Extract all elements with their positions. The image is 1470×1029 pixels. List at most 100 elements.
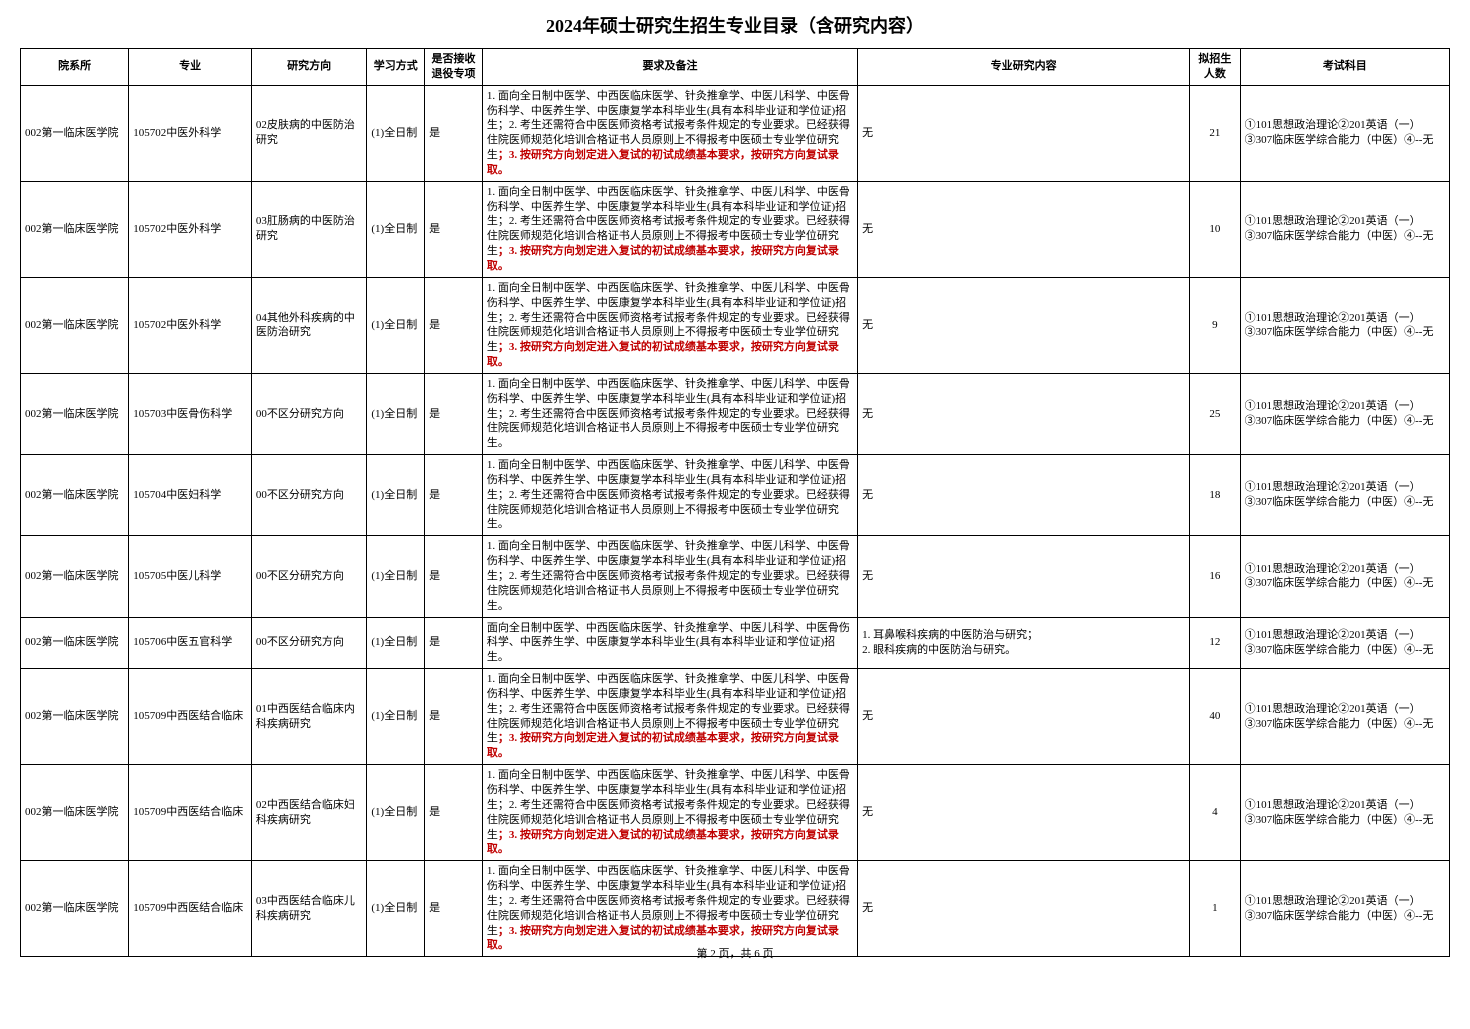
cell-direction: 00不区分研究方向 <box>251 617 366 669</box>
cell-dept: 002第一临床医学院 <box>21 536 129 617</box>
cell-req: 1. 面向全日制中医学、中西医临床医学、针灸推拿学、中医儿科学、中医骨伤科学、中… <box>482 861 857 957</box>
cell-direction: 02中西医结合临床妇科疾病研究 <box>251 765 366 861</box>
cell-exam: ①101思想政治理论②201英语（一）③307临床医学综合能力（中医）④--无 <box>1240 373 1449 454</box>
cell-req: 1. 面向全日制中医学、中西医临床医学、针灸推拿学、中医儿科学、中医骨伤科学、中… <box>482 669 857 765</box>
cell-direction: 01中西医结合临床内科疾病研究 <box>251 669 366 765</box>
table-row: 002第一临床医学院105703中医骨伤科学00不区分研究方向(1)全日制是1.… <box>21 373 1450 454</box>
page-title: 2024年硕士研究生招生专业目录（含研究内容） <box>20 12 1450 38</box>
cell-plan: 9 <box>1190 277 1241 373</box>
cell-major: 105706中医五官科学 <box>129 617 252 669</box>
cell-dept: 002第一临床医学院 <box>21 617 129 669</box>
cell-major: 105702中医外科学 <box>129 181 252 277</box>
cell-direction: 03肛肠病的中医防治研究 <box>251 181 366 277</box>
cell-major: 105702中医外科学 <box>129 277 252 373</box>
hdr-plan: 拟招生人数 <box>1190 49 1241 86</box>
cell-retire: 是 <box>425 617 483 669</box>
cell-mode: (1)全日制 <box>367 85 425 181</box>
cell-content: 无 <box>858 669 1190 765</box>
cell-retire: 是 <box>425 861 483 957</box>
cell-content: 无 <box>858 181 1190 277</box>
cell-mode: (1)全日制 <box>367 861 425 957</box>
cell-plan: 18 <box>1190 455 1241 536</box>
cell-mode: (1)全日制 <box>367 617 425 669</box>
cell-plan: 25 <box>1190 373 1241 454</box>
cell-req: 1. 面向全日制中医学、中西医临床医学、针灸推拿学、中医儿科学、中医骨伤科学、中… <box>482 765 857 861</box>
cell-content: 无 <box>858 277 1190 373</box>
hdr-req: 要求及备注 <box>482 49 857 86</box>
cell-direction: 00不区分研究方向 <box>251 455 366 536</box>
cell-direction: 04其他外科疾病的中医防治研究 <box>251 277 366 373</box>
table-row: 002第一临床医学院105702中医外科学02皮肤病的中医防治研究(1)全日制是… <box>21 85 1450 181</box>
cell-dept: 002第一临床医学院 <box>21 669 129 765</box>
cell-mode: (1)全日制 <box>367 277 425 373</box>
cell-major: 105709中西医结合临床 <box>129 765 252 861</box>
table-row: 002第一临床医学院105702中医外科学04其他外科疾病的中医防治研究(1)全… <box>21 277 1450 373</box>
cell-exam: ①101思想政治理论②201英语（一）③307临床医学综合能力（中医）④--无 <box>1240 181 1449 277</box>
hdr-retire: 是否接收退役专项 <box>425 49 483 86</box>
hdr-exam: 考试科目 <box>1240 49 1449 86</box>
cell-exam: ①101思想政治理论②201英语（一）③307临床医学综合能力（中医）④--无 <box>1240 455 1449 536</box>
cell-direction: 03中西医结合临床儿科疾病研究 <box>251 861 366 957</box>
cell-req: 1. 面向全日制中医学、中西医临床医学、针灸推拿学、中医儿科学、中医骨伤科学、中… <box>482 536 857 617</box>
page-footer: 第 2 页，共 6 页 <box>20 945 1450 961</box>
cell-retire: 是 <box>425 536 483 617</box>
cell-retire: 是 <box>425 373 483 454</box>
cell-exam: ①101思想政治理论②201英语（一）③307临床医学综合能力（中医）④--无 <box>1240 765 1449 861</box>
cell-retire: 是 <box>425 455 483 536</box>
cell-content: 无 <box>858 765 1190 861</box>
cell-plan: 4 <box>1190 765 1241 861</box>
catalog-table: 院系所 专业 研究方向 学习方式 是否接收退役专项 要求及备注 专业研究内容 拟… <box>20 48 1450 957</box>
cell-mode: (1)全日制 <box>367 455 425 536</box>
cell-mode: (1)全日制 <box>367 765 425 861</box>
cell-req: 1. 面向全日制中医学、中西医临床医学、针灸推拿学、中医儿科学、中医骨伤科学、中… <box>482 373 857 454</box>
cell-direction: 00不区分研究方向 <box>251 536 366 617</box>
cell-content: 1. 耳鼻喉科疾病的中医防治与研究； 2. 眼科疾病的中医防治与研究。 <box>858 617 1190 669</box>
cell-content: 无 <box>858 373 1190 454</box>
cell-content: 无 <box>858 536 1190 617</box>
cell-plan: 1 <box>1190 861 1241 957</box>
table-row: 002第一临床医学院105705中医儿科学00不区分研究方向(1)全日制是1. … <box>21 536 1450 617</box>
cell-mode: (1)全日制 <box>367 669 425 765</box>
cell-exam: ①101思想政治理论②201英语（一）③307临床医学综合能力（中医）④--无 <box>1240 85 1449 181</box>
cell-major: 105709中西医结合临床 <box>129 861 252 957</box>
cell-plan: 10 <box>1190 181 1241 277</box>
hdr-content: 专业研究内容 <box>858 49 1190 86</box>
cell-req: 1. 面向全日制中医学、中西医临床医学、针灸推拿学、中医儿科学、中医骨伤科学、中… <box>482 277 857 373</box>
table-row: 002第一临床医学院105702中医外科学03肛肠病的中医防治研究(1)全日制是… <box>21 181 1450 277</box>
cell-plan: 16 <box>1190 536 1241 617</box>
cell-retire: 是 <box>425 85 483 181</box>
cell-exam: ①101思想政治理论②201英语（一）③307临床医学综合能力（中医）④--无 <box>1240 536 1449 617</box>
cell-mode: (1)全日制 <box>367 373 425 454</box>
cell-major: 105703中医骨伤科学 <box>129 373 252 454</box>
cell-req: 面向全日制中医学、中西医临床医学、针灸推拿学、中医儿科学、中医骨伤科学、中医养生… <box>482 617 857 669</box>
cell-dept: 002第一临床医学院 <box>21 765 129 861</box>
cell-content: 无 <box>858 455 1190 536</box>
cell-retire: 是 <box>425 669 483 765</box>
cell-req: 1. 面向全日制中医学、中西医临床医学、针灸推拿学、中医儿科学、中医骨伤科学、中… <box>482 455 857 536</box>
cell-major: 105704中医妇科学 <box>129 455 252 536</box>
table-row: 002第一临床医学院105709中西医结合临床02中西医结合临床妇科疾病研究(1… <box>21 765 1450 861</box>
cell-req: 1. 面向全日制中医学、中西医临床医学、针灸推拿学、中医儿科学、中医骨伤科学、中… <box>482 85 857 181</box>
table-row: 002第一临床医学院105709中西医结合临床03中西医结合临床儿科疾病研究(1… <box>21 861 1450 957</box>
cell-req: 1. 面向全日制中医学、中西医临床医学、针灸推拿学、中医儿科学、中医骨伤科学、中… <box>482 181 857 277</box>
cell-exam: ①101思想政治理论②201英语（一）③307临床医学综合能力（中医）④--无 <box>1240 861 1449 957</box>
cell-mode: (1)全日制 <box>367 536 425 617</box>
hdr-mode: 学习方式 <box>367 49 425 86</box>
header-row: 院系所 专业 研究方向 学习方式 是否接收退役专项 要求及备注 专业研究内容 拟… <box>21 49 1450 86</box>
cell-direction: 02皮肤病的中医防治研究 <box>251 85 366 181</box>
hdr-major: 专业 <box>129 49 252 86</box>
cell-dept: 002第一临床医学院 <box>21 277 129 373</box>
cell-exam: ①101思想政治理论②201英语（一）③307临床医学综合能力（中医）④--无 <box>1240 669 1449 765</box>
table-row: 002第一临床医学院105709中西医结合临床01中西医结合临床内科疾病研究(1… <box>21 669 1450 765</box>
cell-mode: (1)全日制 <box>367 181 425 277</box>
cell-dept: 002第一临床医学院 <box>21 373 129 454</box>
cell-retire: 是 <box>425 181 483 277</box>
cell-major: 105702中医外科学 <box>129 85 252 181</box>
cell-content: 无 <box>858 85 1190 181</box>
cell-plan: 40 <box>1190 669 1241 765</box>
table-row: 002第一临床医学院105704中医妇科学00不区分研究方向(1)全日制是1. … <box>21 455 1450 536</box>
cell-plan: 21 <box>1190 85 1241 181</box>
cell-plan: 12 <box>1190 617 1241 669</box>
cell-dept: 002第一临床医学院 <box>21 455 129 536</box>
hdr-direction: 研究方向 <box>251 49 366 86</box>
